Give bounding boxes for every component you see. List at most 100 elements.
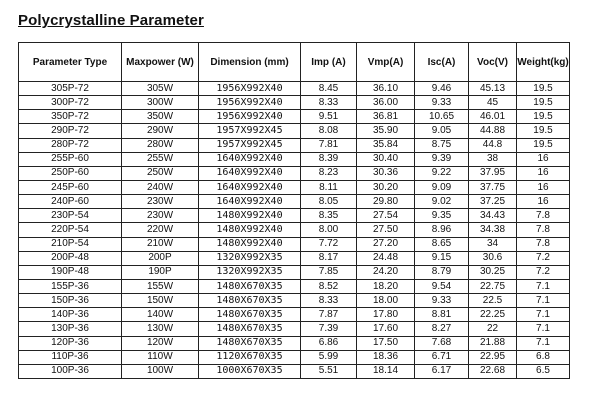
cell-maxpower: 305W: [121, 80, 199, 97]
table-body: 305P-72 305W 1956X992X40 8.45 36.10 9.46 45.13…: [18, 80, 570, 379]
cell-dimension: 1640X992X40: [198, 165, 301, 181]
cell-voc: 34.38: [468, 222, 517, 238]
cell-vmp: 30.20: [356, 179, 415, 196]
cell-dimension: 1480X670X35: [198, 307, 301, 323]
table-row: 140P-36 140W 1480X670X35 7.87 17.80 8.81 22.25…: [18, 307, 570, 323]
cell-dimension: 1480X992X40: [198, 208, 301, 224]
cell-vmp: 17.50: [356, 335, 415, 351]
cell-weight: 7.1: [516, 293, 570, 309]
cell-imp: 8.11: [300, 179, 357, 196]
cell-dimension: 1640X992X40: [198, 179, 301, 196]
cell-maxpower: 290W: [121, 123, 199, 139]
cell-parameter-type: 200P-48: [18, 250, 122, 266]
cell-isc: 8.75: [414, 137, 469, 153]
cell-dimension: 1480X670X35: [198, 321, 301, 337]
table-row: 210P-54 210W 1480X992X40 7.72 27.20 8.65 34 7.8: [18, 236, 570, 252]
cell-weight: 7.1: [516, 307, 570, 323]
cell-vmp: 24.48: [356, 250, 415, 266]
cell-isc: 9.15: [414, 250, 469, 266]
cell-parameter-type: 155P-36: [18, 278, 122, 295]
header-row: Parameter Type Maxpower (W) Dimension (m…: [18, 42, 570, 82]
cell-dimension: 1957X992X45: [198, 123, 301, 139]
cell-voc: 37.75: [468, 179, 517, 196]
cell-maxpower: 250W: [121, 165, 199, 181]
table-row: 255P-60 255W 1640X992X40 8.39 30.40 9.39 38 16: [18, 151, 570, 167]
table-row: 305P-72 305W 1956X992X40 8.45 36.10 9.46 45.13…: [18, 80, 570, 97]
cell-maxpower: 120W: [121, 335, 199, 351]
cell-parameter-type: 150P-36: [18, 293, 122, 309]
table-row: 230P-54 230W 1480X992X40 8.35 27.54 9.35 34.43…: [18, 208, 570, 224]
cell-weight: 16: [516, 151, 570, 167]
cell-voc: 21.88: [468, 335, 517, 351]
cell-isc: 8.65: [414, 236, 469, 252]
cell-maxpower: 255W: [121, 151, 199, 167]
cell-voc: 34: [468, 236, 517, 252]
cell-imp: 8.33: [300, 293, 357, 309]
cell-imp: 7.81: [300, 137, 357, 153]
header-imp: Imp (A): [300, 42, 357, 82]
cell-parameter-type: 100P-36: [18, 363, 122, 379]
cell-parameter-type: 350P-72: [18, 109, 122, 125]
cell-voc: 22.95: [468, 349, 517, 365]
cell-vmp: 27.50: [356, 222, 415, 238]
cell-weight: 6.5: [516, 363, 570, 379]
table-row: 245P-60 240W 1640X992X40 8.11 30.20 9.09 37.75…: [18, 179, 570, 196]
cell-isc: 9.09: [414, 179, 469, 196]
cell-weight: 7.1: [516, 321, 570, 337]
cell-imp: 8.17: [300, 250, 357, 266]
cell-imp: 8.45: [300, 80, 357, 97]
cell-vmp: 30.40: [356, 151, 415, 167]
cell-weight: 19.5: [516, 137, 570, 153]
cell-parameter-type: 140P-36: [18, 307, 122, 323]
cell-imp: 5.99: [300, 349, 357, 365]
cell-parameter-type: 305P-72: [18, 80, 122, 97]
cell-weight: 19.5: [516, 95, 570, 111]
cell-voc: 37.95: [468, 165, 517, 181]
header-parameter-type: Parameter Type: [18, 42, 122, 82]
table-row: 280P-72 280W 1957X992X45 7.81 35.84 8.75 44.8 1…: [18, 137, 570, 153]
cell-weight: 16: [516, 194, 570, 210]
cell-dimension: 1480X670X35: [198, 278, 301, 295]
cell-vmp: 18.36: [356, 349, 415, 365]
cell-dimension: 1956X992X40: [198, 109, 301, 125]
cell-imp: 8.05: [300, 194, 357, 210]
cell-voc: 22: [468, 321, 517, 337]
cell-voc: 38: [468, 151, 517, 167]
table-row: 300P-72 300W 1956X992X40 8.33 36.00 9.33 45 19.…: [18, 95, 570, 111]
cell-isc: 9.22: [414, 165, 469, 181]
cell-maxpower: 110W: [121, 349, 199, 365]
cell-imp: 7.85: [300, 264, 357, 280]
cell-parameter-type: 245P-60: [18, 179, 122, 196]
parameter-table: Parameter Type Maxpower (W) Dimension (m…: [18, 42, 570, 379]
cell-imp: 9.51: [300, 109, 357, 125]
cell-imp: 8.39: [300, 151, 357, 167]
cell-parameter-type: 110P-36: [18, 349, 122, 365]
cell-imp: 7.72: [300, 236, 357, 252]
cell-isc: 9.33: [414, 293, 469, 309]
cell-parameter-type: 290P-72: [18, 123, 122, 139]
cell-maxpower: 230W: [121, 208, 199, 224]
table-row: 290P-72 290W 1957X992X45 8.08 35.90 9.05 44.88…: [18, 123, 570, 139]
cell-isc: 8.81: [414, 307, 469, 323]
cell-maxpower: 280W: [121, 137, 199, 153]
cell-voc: 46.01: [468, 109, 517, 125]
cell-parameter-type: 300P-72: [18, 95, 122, 111]
cell-weight: 7.2: [516, 250, 570, 266]
cell-maxpower: 140W: [121, 307, 199, 323]
cell-imp: 8.00: [300, 222, 357, 238]
cell-maxpower: 210W: [121, 236, 199, 252]
cell-imp: 8.23: [300, 165, 357, 181]
cell-weight: 19.5: [516, 80, 570, 97]
cell-isc: 8.27: [414, 321, 469, 337]
header-isc: Isc(A): [414, 42, 469, 82]
table-row: 250P-60 250W 1640X992X40 8.23 30.36 9.22 37.95…: [18, 165, 570, 181]
cell-dimension: 1320X992X35: [198, 250, 301, 266]
cell-isc: 9.02: [414, 194, 469, 210]
table-header: Parameter Type Maxpower (W) Dimension (m…: [18, 42, 570, 82]
cell-maxpower: 200P: [121, 250, 199, 266]
cell-maxpower: 300W: [121, 95, 199, 111]
cell-isc: 9.54: [414, 278, 469, 295]
cell-maxpower: 130W: [121, 321, 199, 337]
cell-weight: 7.8: [516, 208, 570, 224]
cell-dimension: 1120X670X35: [198, 349, 301, 365]
